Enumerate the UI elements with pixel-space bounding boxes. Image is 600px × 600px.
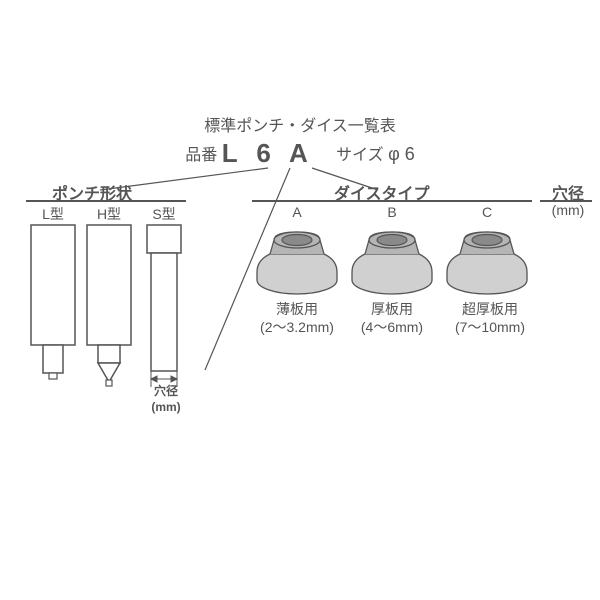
die-sub-B-range: (4～6mm) xyxy=(361,319,423,335)
die-sub-A: 薄板用 (2～3.2mm) xyxy=(250,300,344,336)
die-type-C: C xyxy=(442,204,532,220)
die-sub-A-name: 薄板用 xyxy=(276,301,318,317)
punch-H xyxy=(86,224,134,404)
punch-type-S: S型 xyxy=(142,204,186,224)
punch-type-H: H型 xyxy=(86,204,132,224)
die-A xyxy=(252,224,342,304)
die-type-B: B xyxy=(347,204,437,220)
punch-L xyxy=(30,224,78,394)
hole-unit: (mm) xyxy=(546,202,590,218)
dim-label: 穴径 (mm) xyxy=(146,384,186,415)
die-sub-C: 超厚板用 (7～10mm) xyxy=(440,300,540,336)
die-sub-C-range: (7～10mm) xyxy=(455,319,525,335)
punch-rule xyxy=(26,200,186,202)
die-sub-C-name: 超厚板用 xyxy=(462,301,518,317)
die-sub-B-name: 厚板用 xyxy=(371,301,413,317)
dim-unit-text: (mm) xyxy=(151,400,180,414)
die-C xyxy=(442,224,532,304)
die-sub-B: 厚板用 (4～6mm) xyxy=(345,300,439,336)
die-type-A: A xyxy=(252,204,342,220)
die-rule xyxy=(252,200,532,202)
die-B xyxy=(347,224,437,304)
die-sub-A-range: (2～3.2mm) xyxy=(260,319,334,335)
dim-label-text: 穴径 xyxy=(154,384,178,398)
punch-type-L: L型 xyxy=(30,204,76,224)
